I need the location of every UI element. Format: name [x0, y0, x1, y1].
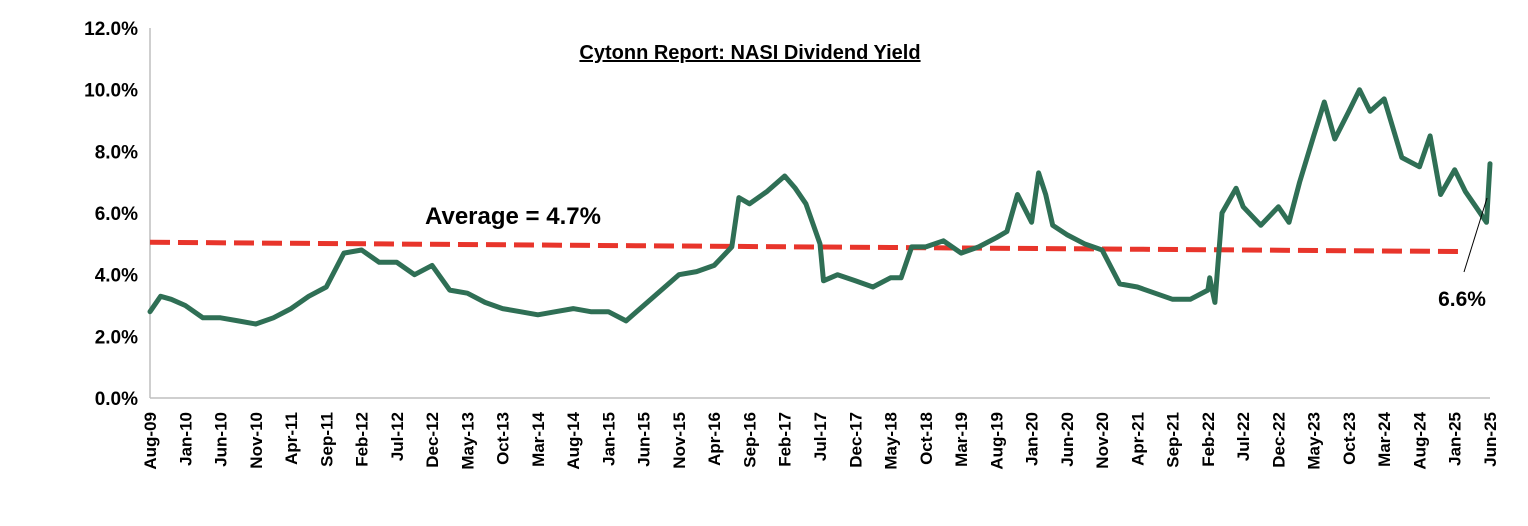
x-tick-label: Jan-20: [1023, 412, 1042, 466]
y-tick-label: 10.0%: [84, 81, 138, 102]
y-tick-label: 8.0%: [95, 142, 138, 163]
x-tick-label: May-18: [882, 412, 901, 470]
yield-line: [147, 87, 1493, 327]
x-tick-label: Oct-18: [917, 412, 936, 465]
x-tick-label: Jan-10: [176, 412, 195, 466]
x-tick-label: Nov-10: [247, 412, 266, 469]
x-tick-label: Aug-09: [141, 412, 160, 470]
y-tick-labels: 0.0% 2.0% 4.0% 6.0% 8.0% 10.0% 12.0%: [84, 19, 138, 410]
x-tick-label: Feb-12: [353, 412, 372, 467]
y-tick-label: 4.0%: [95, 266, 138, 287]
chart-title: Cytonn Report: NASI Dividend Yield: [579, 42, 920, 64]
y-tick-label: 0.0%: [95, 389, 138, 410]
x-tick-label: Feb-17: [776, 412, 795, 467]
x-tick-label: Jun-20: [1058, 412, 1077, 467]
x-tick-label: Apr-16: [705, 412, 724, 466]
x-tick-label: Jun-15: [635, 412, 654, 467]
x-tick-label: Sep-16: [740, 412, 759, 468]
end-value-label: 6.6%: [1438, 288, 1486, 311]
x-tick-label: Jul-17: [811, 412, 830, 461]
x-tick-label: Dec-17: [846, 412, 865, 468]
x-tick-label: Sep-11: [317, 412, 336, 467]
x-tick-label: Nov-20: [1093, 412, 1112, 469]
x-tick-label: Feb-22: [1199, 412, 1218, 467]
x-tick-label: Mar-19: [952, 412, 971, 467]
x-tick-label: Apr-11: [282, 412, 301, 465]
x-tick-label: Mar-14: [529, 411, 548, 466]
end-label-leader: [1463, 197, 1488, 273]
x-tick-label: Apr-21: [1128, 412, 1147, 466]
x-tick-label: Oct-13: [494, 412, 513, 465]
x-tick-label: Jun-10: [212, 412, 231, 467]
x-tick-label: Jan-25: [1446, 412, 1465, 466]
x-tick-label: Oct-23: [1340, 412, 1359, 465]
x-tick-label: Nov-15: [670, 412, 689, 469]
average-annotation: Average = 4.7%: [425, 203, 601, 230]
x-tick-label: Aug-24: [1410, 411, 1429, 469]
x-tick-label: Aug-19: [987, 412, 1006, 470]
y-tick-label: 12.0%: [84, 19, 138, 40]
x-tick-label: Dec-22: [1269, 412, 1288, 468]
x-tick-label: Jul-12: [388, 412, 407, 461]
x-tick-label: Jan-15: [599, 412, 618, 466]
x-tick-label: Mar-24: [1375, 411, 1394, 466]
x-tick-label: Aug-14: [564, 411, 583, 469]
average-line: [149, 239, 1465, 255]
x-tick-label: Jul-22: [1234, 412, 1253, 461]
x-tick-label: May-13: [458, 412, 477, 470]
y-tick-label: 6.0%: [95, 204, 138, 225]
y-tick-label: 2.0%: [95, 327, 138, 348]
x-tick-label: May-23: [1305, 412, 1324, 470]
x-tick-label: Sep-21: [1164, 412, 1183, 468]
x-tick-label: Jun-25: [1481, 412, 1500, 467]
x-tick-label: Dec-12: [423, 412, 442, 468]
x-tick-labels: Aug-09 Jan-10 Jun-10 Nov-10 Apr-11 Sep-11 Feb-…: [141, 411, 1500, 469]
